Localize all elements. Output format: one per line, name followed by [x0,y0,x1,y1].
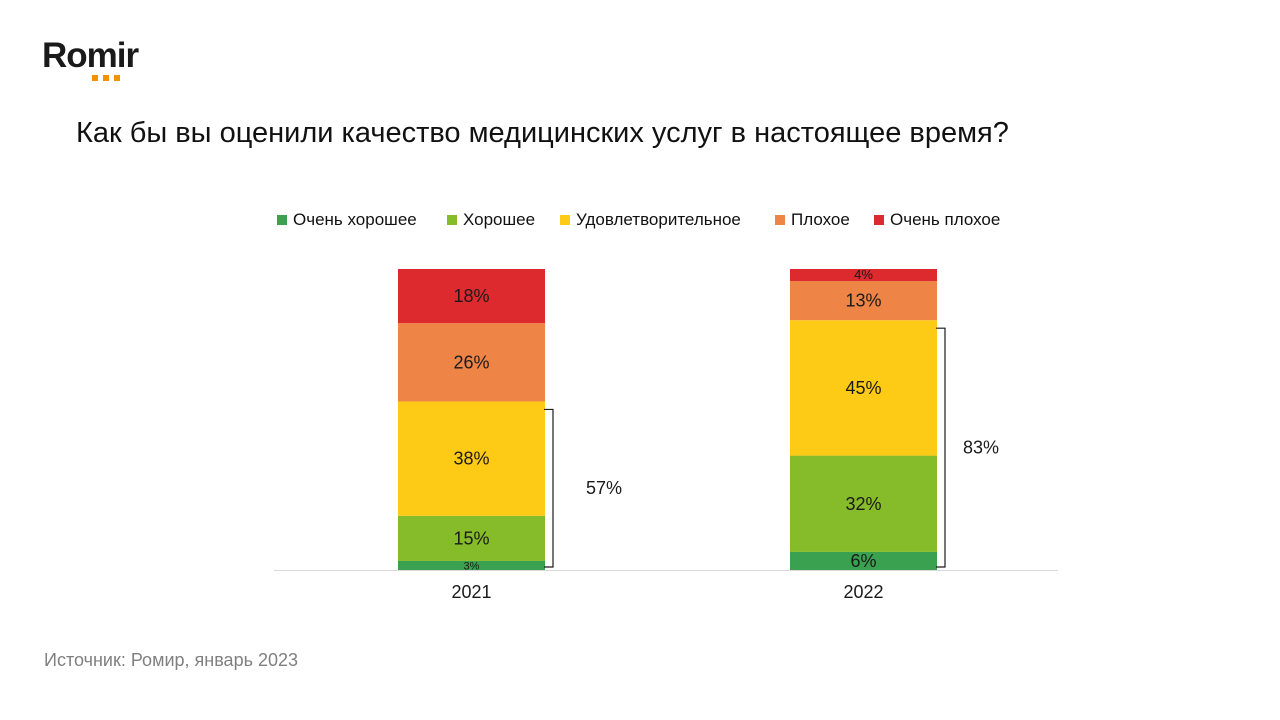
bar-segment [398,269,545,324]
legend-label: Очень плохое [890,210,1001,229]
bar-segment [398,560,545,570]
bar-segment [790,269,937,282]
bar-segment [398,515,545,561]
data-label: 15% [453,528,489,548]
legend-label: Удовлетворительное [576,210,741,229]
legend-swatch [775,215,785,225]
chart-legend: Очень хорошее Хорошее Удовлетворительное Пл… [0,210,1280,232]
legend-label: Хорошее [463,210,536,229]
annotation-label: 83% [963,438,999,458]
bar-segment [790,551,937,570]
legend-item: Удовлетворительное [560,210,741,230]
bar-segment [790,455,937,552]
legend-swatch [277,215,287,225]
data-label: 3% [464,560,480,572]
legend-label: Очень хорошее [293,210,417,229]
data-label: 4% [854,267,873,282]
x-tick-label: 2021 [451,582,491,602]
logo-dot [92,75,98,81]
legend-swatch [874,215,884,225]
legend-item: Плохое [775,210,850,230]
legend-item: Очень хорошее [277,210,417,230]
bar-segment [790,281,937,321]
data-label: 18% [453,286,489,306]
source-note: Источник: Ромир, январь 2023 [44,650,299,670]
logo-dots [92,75,120,81]
logo-text: Romir [42,36,139,75]
legend-swatch [560,215,570,225]
bracket-annotation [936,327,946,568]
romir-logo: Romir [42,36,139,81]
data-label: 26% [453,352,489,372]
bracket-annotation [544,408,554,568]
bar-segment [398,323,545,402]
data-label: 32% [845,494,881,514]
legend-item: Очень плохое [874,210,1000,230]
data-label: 45% [845,378,881,398]
annotation-label: 57% [586,478,622,498]
legend-item: Хорошее [447,210,535,230]
bar-segment [398,401,545,516]
data-label: 13% [845,291,881,311]
logo-dot [114,75,120,81]
logo-dot [103,75,109,81]
x-tick-label: 2022 [843,582,883,602]
page-title: Как бы вы оценили качество медицинских у… [76,117,1009,149]
data-label: 6% [850,551,876,571]
bar-segment [790,320,937,456]
legend-swatch [447,215,457,225]
legend-label: Плохое [791,210,850,229]
data-label: 38% [453,449,489,469]
